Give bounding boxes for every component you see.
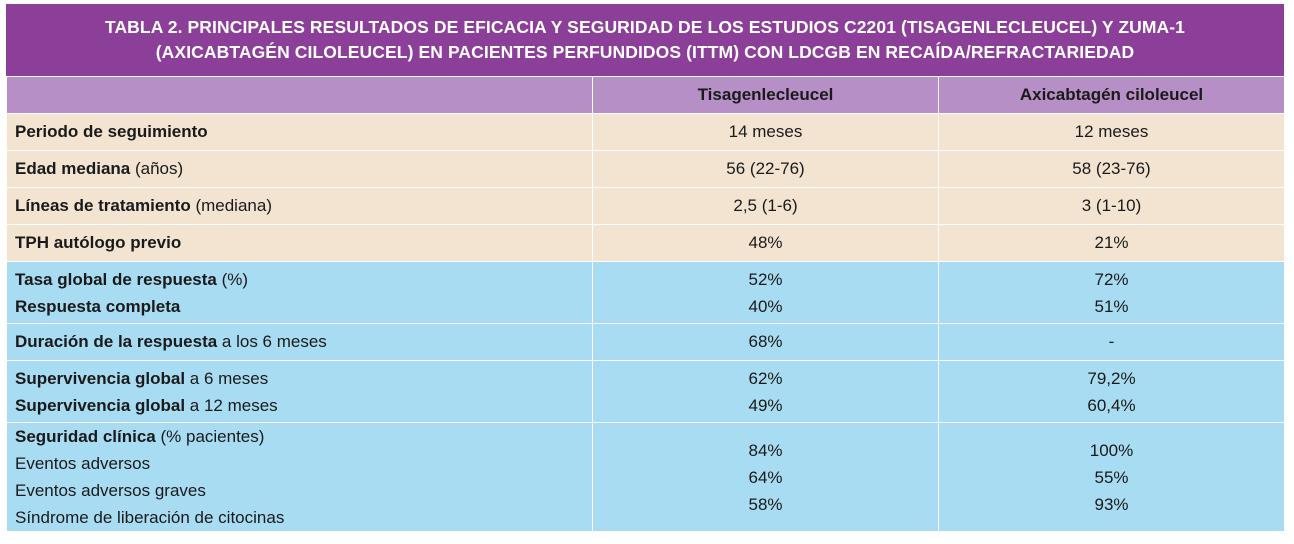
row-label: Seguridad clínica (% pacientes) Eventos … <box>6 422 593 532</box>
cell-value: 68% <box>592 323 939 361</box>
table-row: TPH autólogo previo 48% 21% <box>6 224 1285 262</box>
table-title: TABLA 2. PRINCIPALES RESULTADOS DE EFICA… <box>6 4 1284 76</box>
row-label: TPH autólogo previo <box>6 224 593 262</box>
row-label: Supervivencia global a 6 meses Supervive… <box>6 360 593 423</box>
table-row: Seguridad clínica (% pacientes) Eventos … <box>6 422 1285 532</box>
table-row: Supervivencia global a 6 meses Supervive… <box>6 360 1285 423</box>
table-row: Tasa global de respuesta (%) Respuesta c… <box>6 261 1285 324</box>
row-label: Duración de la respuesta a los 6 meses <box>6 323 593 361</box>
cell-value: 12 meses <box>938 113 1285 151</box>
header-axicabtagen: Axicabtagén ciloleucel <box>938 76 1285 114</box>
header-empty-cell <box>6 76 593 114</box>
cell-value: 14 meses <box>592 113 939 151</box>
cell-value: 3 (1-10) <box>938 187 1285 225</box>
results-table-container: TABLA 2. PRINCIPALES RESULTADOS DE EFICA… <box>6 4 1285 532</box>
cell-value: 48% <box>592 224 939 262</box>
cell-value: 84% 64% 58% <box>592 422 939 532</box>
table-title-line-1: TABLA 2. PRINCIPALES RESULTADOS DE EFICA… <box>104 17 1186 37</box>
cell-value: 52% 40% <box>592 261 939 324</box>
cell-value: - <box>938 323 1285 361</box>
row-label: Líneas de tratamiento (mediana) <box>6 187 593 225</box>
cell-value: 2,5 (1-6) <box>592 187 939 225</box>
row-label: Tasa global de respuesta (%) Respuesta c… <box>6 261 593 324</box>
cell-value: 100% 55% 93% <box>938 422 1285 532</box>
header-row: Tisagenlecleucel Axicabtagén ciloleucel <box>6 76 1285 114</box>
results-table: Tisagenlecleucel Axicabtagén ciloleucel … <box>6 76 1285 532</box>
table-row: Periodo de seguimiento 14 meses 12 meses <box>6 113 1285 151</box>
header-tisagenlecleucel: Tisagenlecleucel <box>592 76 939 114</box>
cell-value: 62% 49% <box>592 360 939 423</box>
table-row: Duración de la respuesta a los 6 meses 6… <box>6 323 1285 361</box>
cell-value: 56 (22-76) <box>592 150 939 188</box>
cell-value: 72% 51% <box>938 261 1285 324</box>
cell-value: 58 (23-76) <box>938 150 1285 188</box>
cell-value: 79,2% 60,4% <box>938 360 1285 423</box>
table-row: Líneas de tratamiento (mediana) 2,5 (1-6… <box>6 187 1285 225</box>
row-label: Periodo de seguimiento <box>6 113 593 151</box>
table-title-line-2: (AXICABTAGÉN CILOLEUCEL) EN PACIENTES PE… <box>155 42 1135 62</box>
table-row: Edad mediana (años) 56 (22-76) 58 (23-76… <box>6 150 1285 188</box>
cell-value: 21% <box>938 224 1285 262</box>
row-label: Edad mediana (años) <box>6 150 593 188</box>
